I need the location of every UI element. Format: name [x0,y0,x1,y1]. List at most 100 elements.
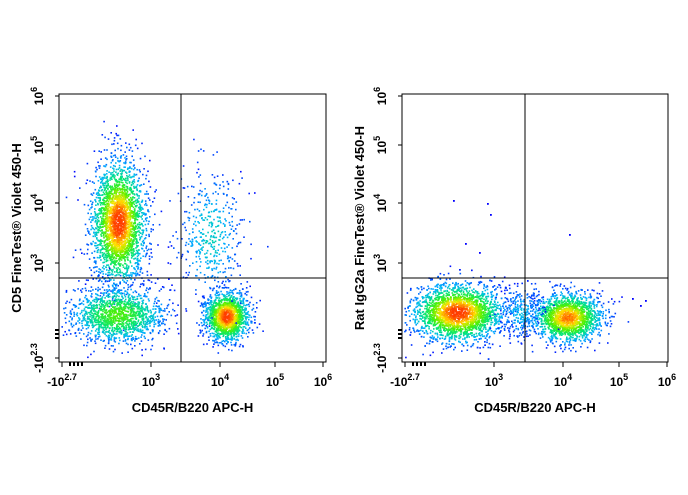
event-dot [202,295,205,297]
event-dot [76,312,79,314]
event-dot [226,305,228,308]
event-dot [142,213,145,215]
event-dot [222,324,225,326]
event-dot [134,268,136,271]
event-dot [249,285,251,288]
event-dot [98,257,101,259]
event-dot [128,274,130,276]
event-dot [97,191,99,194]
event-dot [108,237,110,239]
event-dot [139,237,142,240]
event-dot [125,172,128,174]
event-dot [114,223,116,225]
event-dot [99,187,101,189]
event-dot [131,221,133,224]
event-dot [136,198,139,201]
event-dot [149,309,152,312]
event-dot [231,323,233,325]
event-dot [134,227,136,229]
event-dot [142,299,145,302]
event-dot [131,210,134,213]
event-dot [132,206,135,209]
event-dot [93,320,96,322]
event-dot [132,272,135,275]
event-dot [237,301,239,303]
event-dot [106,149,108,151]
event-dot [111,234,113,236]
event-dot [90,274,93,277]
event-dot [117,267,119,269]
event-dot [221,298,223,301]
event-dot [143,212,146,215]
event-dot [245,312,247,314]
event-dot [101,176,103,179]
event-dot [137,312,140,315]
event-dot [136,246,138,248]
event-dot [211,321,214,323]
event-dot [137,201,139,203]
event-dot [69,333,72,335]
event-dot [230,337,233,339]
event-dot [80,338,82,340]
event-dot [109,279,111,281]
event-dot [90,228,92,231]
event-dot [110,321,113,324]
event-dot [119,218,122,220]
event-dot [82,317,85,320]
event-dot [149,331,152,334]
event-dot [113,301,116,303]
event-dot [131,347,134,350]
event-dot [115,206,117,208]
event-dot [155,305,157,307]
event-dot [124,313,126,316]
event-dot [71,318,73,321]
event-dot [141,199,144,202]
event-dot [120,238,122,241]
event-dot [131,274,133,276]
event-dot [128,254,130,256]
event-dot [142,315,144,317]
event-dot [137,180,139,183]
event-dot [115,253,118,256]
event-dot [160,309,163,311]
event-dot [100,292,102,294]
event-dot [158,321,161,324]
event-dot [163,286,165,289]
event-dot [130,210,132,212]
event-dot [115,132,117,135]
event-dot [103,207,106,210]
event-dot [125,200,128,202]
event-dot [212,335,214,338]
event-dot [107,196,109,198]
event-dot [168,327,171,330]
event-dot [147,318,150,320]
event-dot [136,214,139,216]
event-dot [105,250,107,253]
event-dot [103,219,105,221]
event-dot [91,316,93,319]
event-dot [142,239,145,242]
event-dot [120,249,122,251]
event-dot [115,192,117,194]
event-dot [100,242,102,245]
event-dot [103,278,106,280]
event-dot [115,300,118,303]
event-dot [132,196,134,198]
event-dot [96,234,98,236]
event-dot [215,308,217,310]
event-dot [146,325,148,328]
event-dot [145,247,147,249]
event-dot [258,323,261,325]
event-dot [95,328,98,330]
event-dot [121,245,123,248]
event-dot [121,249,124,251]
event-dot [111,236,114,239]
event-dot [124,220,127,222]
event-dot [129,331,131,333]
event-dot [217,297,219,299]
event-dot [131,322,134,324]
event-dot [133,211,136,213]
event-dot [128,143,131,146]
event-dot [94,336,97,338]
event-dot [123,317,125,319]
